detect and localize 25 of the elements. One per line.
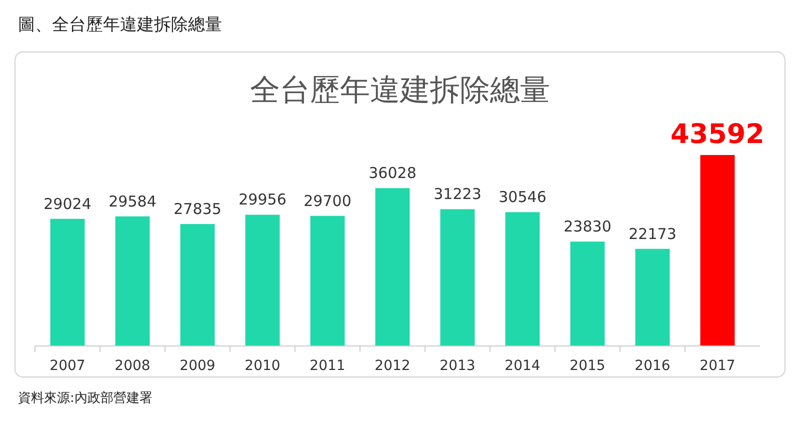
x-tick-label: 2012 (374, 358, 410, 374)
subtitle: 全台歷年違建拆除總量 (250, 73, 550, 108)
x-tick-label: 2007 (50, 358, 86, 374)
x-tick-label: 2009 (180, 358, 216, 374)
data-label: 30546 (498, 188, 546, 206)
data-label: 29024 (44, 194, 92, 213)
title: 圖、全台歷年違建拆除總量 (18, 15, 222, 35)
data-label: 31223 (434, 185, 482, 204)
data-label: 27835 (174, 200, 222, 218)
data-label: 29956 (238, 190, 286, 209)
x-tick-label: 2014 (504, 358, 540, 374)
x-tick-label: 2015 (570, 358, 606, 374)
data-label: 23830 (564, 218, 612, 236)
x-tick-label: 2017 (700, 358, 736, 374)
source-note: 資料來源:內政部營建署 (18, 391, 152, 406)
data-label: 43592 (670, 119, 764, 150)
data-label: 29700 (304, 192, 352, 210)
x-tick-label: 2008 (114, 358, 150, 374)
x-tick-label: 2016 (634, 358, 670, 374)
data-label: 22173 (628, 224, 676, 243)
data-label: 36028 (368, 164, 416, 182)
data-label: 29584 (108, 192, 156, 210)
x-tick-label: 2013 (440, 358, 476, 374)
x-tick-label: 2011 (310, 358, 346, 374)
x-tick-label: 2010 (244, 358, 280, 374)
